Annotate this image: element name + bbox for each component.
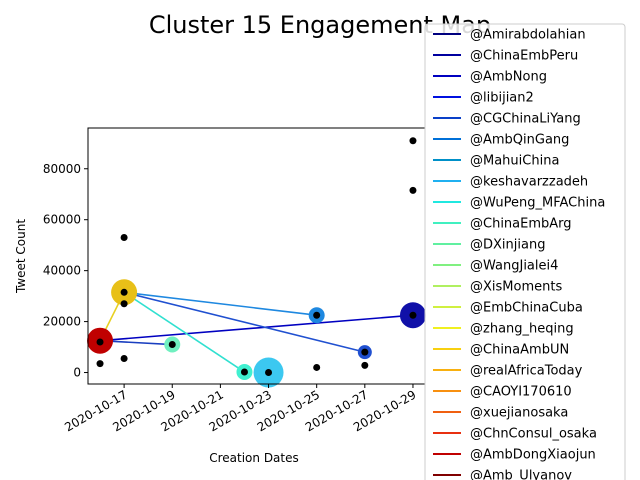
legend-label: @zhang_heqing — [470, 322, 574, 337]
series-line — [99, 314, 414, 342]
data-point — [361, 348, 369, 356]
black-points — [96, 137, 417, 377]
legend-label: @ChinaAmbUN — [470, 343, 569, 358]
legend-label: @MahuiChina — [470, 154, 559, 169]
legend-label: @realAfricaToday — [470, 364, 583, 379]
y-tick-label: 60000 — [43, 213, 81, 227]
x-axis-label: Creation Dates — [209, 451, 299, 465]
legend-label: @ChinaEmbPeru — [470, 49, 578, 64]
data-point — [240, 368, 248, 376]
data-point — [313, 311, 321, 319]
legend-label: @ChinaEmbArg — [470, 217, 572, 232]
data-point — [96, 338, 104, 346]
series-lines — [99, 291, 414, 373]
y-tick-label: 40000 — [43, 264, 81, 278]
legend-label: @AmbDongXiaojun — [470, 448, 596, 463]
data-point — [409, 186, 417, 194]
series-line — [124, 291, 317, 317]
legend-label: @xuejianosaka — [470, 406, 568, 421]
series-line — [123, 291, 366, 353]
data-point — [96, 360, 104, 368]
legend-label: @XisMoments — [470, 280, 562, 295]
legend-label: @CAOYI170610 — [470, 385, 572, 400]
y-tick-label: 0 — [73, 366, 81, 380]
legend-label: @WuPeng_MFAChina — [470, 196, 605, 211]
legend-label: @EmbChinaCuba — [470, 301, 583, 316]
series-line — [123, 291, 245, 373]
data-point — [120, 288, 128, 296]
legend-box — [424, 23, 626, 480]
legend-label: @libijian2 — [470, 91, 534, 106]
legend-label: @ChnConsul_osaka — [470, 427, 597, 442]
legend-label: @DXinjiang — [470, 238, 545, 253]
data-point — [409, 311, 417, 319]
legend-label: @Amirabdolahian — [470, 28, 586, 43]
legend-label: @CGChinaLiYang — [470, 112, 581, 127]
legend-label: @AmbQinGang — [470, 133, 569, 148]
x-ticks: 2020-10-172020-10-192020-10-212020-10-23… — [62, 384, 418, 434]
legend-items: @Amirabdolahian @ChinaEmbPeru @AmbNong @lib… — [433, 28, 605, 480]
data-point — [409, 137, 417, 145]
data-point — [120, 234, 128, 242]
y-axis-label: Tweet Count — [14, 219, 28, 294]
data-point — [120, 355, 128, 363]
y-ticks: 0 20000 40000 60000 80000 — [43, 162, 88, 380]
data-point — [361, 361, 369, 369]
axes-frame — [87, 127, 426, 385]
data-point — [168, 341, 176, 349]
legend-label: @Amb_Ulyanov — [470, 469, 572, 480]
data-point — [120, 300, 128, 308]
y-tick-label: 20000 — [43, 315, 81, 329]
legend-label: @AmbNong — [470, 70, 547, 85]
data-point — [265, 369, 273, 377]
plot-area — [87, 137, 426, 388]
y-tick-label: 80000 — [43, 162, 81, 176]
legend-label: @WangJialei4 — [470, 259, 558, 274]
legend: @Amirabdolahian @ChinaEmbPeru @AmbNong @lib… — [424, 23, 626, 480]
data-point — [313, 363, 321, 371]
legend-label: @keshavarzzadeh — [470, 175, 588, 190]
